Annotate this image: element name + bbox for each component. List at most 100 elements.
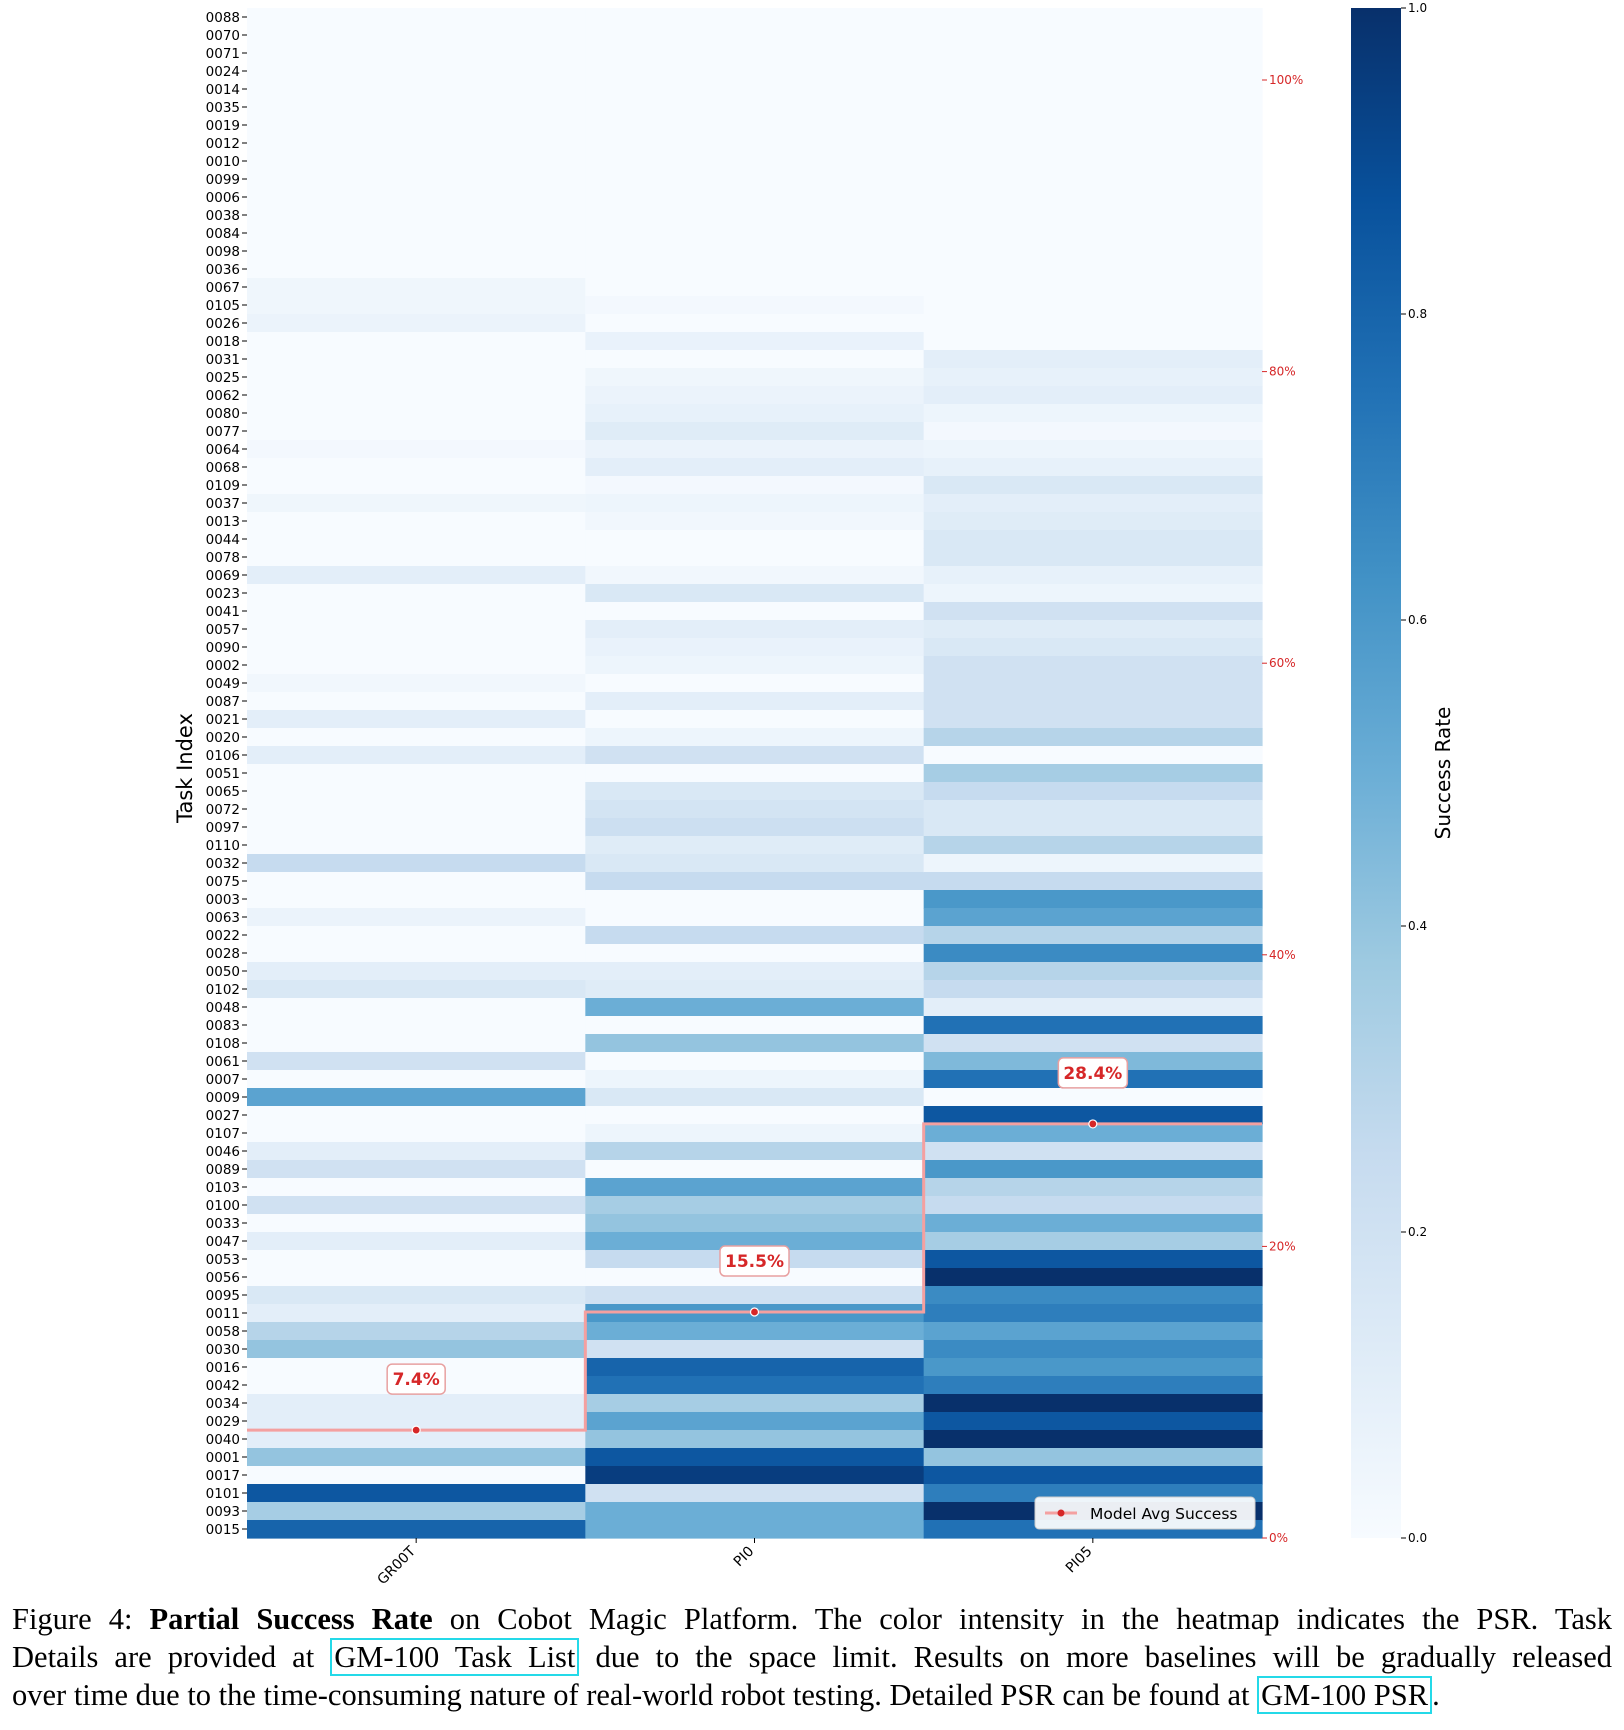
heatmap-cell — [247, 692, 586, 711]
heatmap-cell — [923, 1322, 1263, 1341]
task-label: 0020 — [206, 730, 240, 746]
heatmap-cell — [923, 170, 1263, 189]
heatmap-cell — [247, 1016, 586, 1035]
task-label: 0030 — [206, 1342, 240, 1358]
heatmap-cell — [923, 818, 1263, 837]
heatmap-cell — [585, 1502, 925, 1521]
heatmap-cell — [247, 188, 586, 207]
colorbar-tick-label: 0.8 — [1408, 307, 1427, 321]
heatmap-cell — [923, 872, 1263, 891]
heatmap-cell — [585, 908, 925, 927]
heatmap-cell — [923, 854, 1263, 873]
heatmap-cell — [923, 152, 1263, 171]
heatmap-chart: 0088 0070 0071 0024 0014 0035 0019 0012 0010 0099… — [173, 1, 1455, 1588]
heatmap-cell — [585, 944, 925, 963]
heatmap-cell — [247, 1052, 586, 1071]
heatmap-cell — [923, 512, 1263, 531]
task-label: 0044 — [206, 532, 240, 548]
avg-marker — [411, 1425, 421, 1435]
heatmap-cell — [585, 512, 925, 531]
task-label: 0047 — [206, 1234, 240, 1250]
heatmap-cell — [923, 782, 1263, 801]
heatmap-cell — [247, 1034, 586, 1053]
heatmap-cell — [585, 1412, 925, 1431]
task-label: 0006 — [206, 190, 240, 206]
heatmap-cell — [923, 890, 1263, 909]
heatmap-cell — [247, 1502, 586, 1521]
heatmap-cell — [585, 1466, 925, 1485]
heatmap-cell — [585, 1052, 925, 1071]
heatmap-cell — [585, 728, 925, 747]
heatmap-cell — [585, 206, 925, 225]
task-label: 0037 — [206, 496, 240, 512]
task-label: 0026 — [206, 316, 240, 332]
heatmap-cell — [247, 134, 586, 153]
heatmap-cell — [923, 1286, 1263, 1305]
heatmap-cell — [585, 1340, 925, 1359]
task-label: 0053 — [206, 1252, 240, 1268]
heatmap-cell — [923, 674, 1263, 693]
heatmap-cell — [923, 1430, 1263, 1449]
right-percent-axis: 100% 80% 60% 40% 20% 0% — [1262, 73, 1303, 1545]
colorbar-tick-label: 1.0 — [1408, 1, 1427, 15]
heatmap-cell — [247, 782, 586, 801]
heatmap-cell — [247, 1412, 586, 1431]
heatmap-cell — [923, 584, 1263, 603]
task-list-link[interactable]: GM-100 Task List — [330, 1638, 580, 1676]
heatmap-cell — [247, 944, 586, 963]
heatmap-cell — [923, 1160, 1263, 1179]
heatmap-cell — [585, 242, 925, 261]
task-label: 0098 — [206, 244, 240, 260]
heatmap-cell — [585, 1142, 925, 1161]
model-label: PI0 — [731, 1544, 758, 1571]
heatmap-cell — [923, 1034, 1263, 1053]
psr-link[interactable]: GM-100 PSR — [1257, 1676, 1433, 1714]
heatmap-cell — [585, 1088, 925, 1107]
heatmap-cell — [247, 746, 586, 765]
task-label: 0057 — [206, 622, 240, 638]
legend-marker — [1057, 1509, 1065, 1517]
heatmap-cell — [923, 1232, 1263, 1251]
heatmap-cell — [585, 1358, 925, 1377]
heatmap-cell — [247, 1394, 586, 1413]
task-label: 0049 — [206, 676, 240, 692]
task-label: 0093 — [206, 1504, 240, 1520]
task-label: 0110 — [206, 838, 240, 854]
heatmap-cell — [247, 1520, 586, 1539]
heatmap-cell — [247, 422, 586, 441]
heatmap-cell — [585, 8, 925, 27]
avg-label: 28.4% — [1063, 1064, 1122, 1084]
heatmap-cell — [247, 548, 586, 567]
task-label: 0064 — [206, 442, 240, 458]
heatmap-cell — [923, 458, 1263, 477]
avg-marker — [749, 1307, 760, 1317]
heatmap-cell — [923, 62, 1263, 81]
heatmap-cell — [585, 818, 925, 837]
colorbar-tick-label: 0.2 — [1408, 1225, 1427, 1239]
task-label: 0108 — [206, 1036, 240, 1052]
heatmap-cell — [923, 1304, 1263, 1323]
task-label: 0105 — [206, 298, 240, 314]
heatmap-cell — [585, 1070, 925, 1089]
heatmap-cell — [585, 962, 925, 981]
heatmap-cell — [247, 386, 586, 405]
heatmap-cell — [923, 944, 1263, 963]
heatmap-cell — [247, 152, 586, 171]
heatmap-cell — [923, 26, 1263, 45]
heatmap-cell — [585, 476, 925, 495]
heatmap-cell — [923, 746, 1263, 765]
heatmap-cell — [247, 242, 586, 261]
heatmap-cell — [923, 206, 1263, 225]
heatmap-cell — [585, 1232, 925, 1251]
task-label: 0077 — [206, 424, 240, 440]
task-label: 0011 — [206, 1306, 240, 1322]
heatmap-cell — [585, 548, 925, 567]
task-label: 0021 — [206, 712, 240, 728]
heatmap-cell — [247, 710, 586, 729]
heatmap-cell — [923, 1340, 1263, 1359]
heatmap-cell — [247, 638, 586, 657]
heatmap-cell — [247, 440, 586, 459]
heatmap-cell — [923, 980, 1263, 999]
heatmap-cell — [585, 530, 925, 549]
task-label: 0025 — [206, 370, 240, 386]
